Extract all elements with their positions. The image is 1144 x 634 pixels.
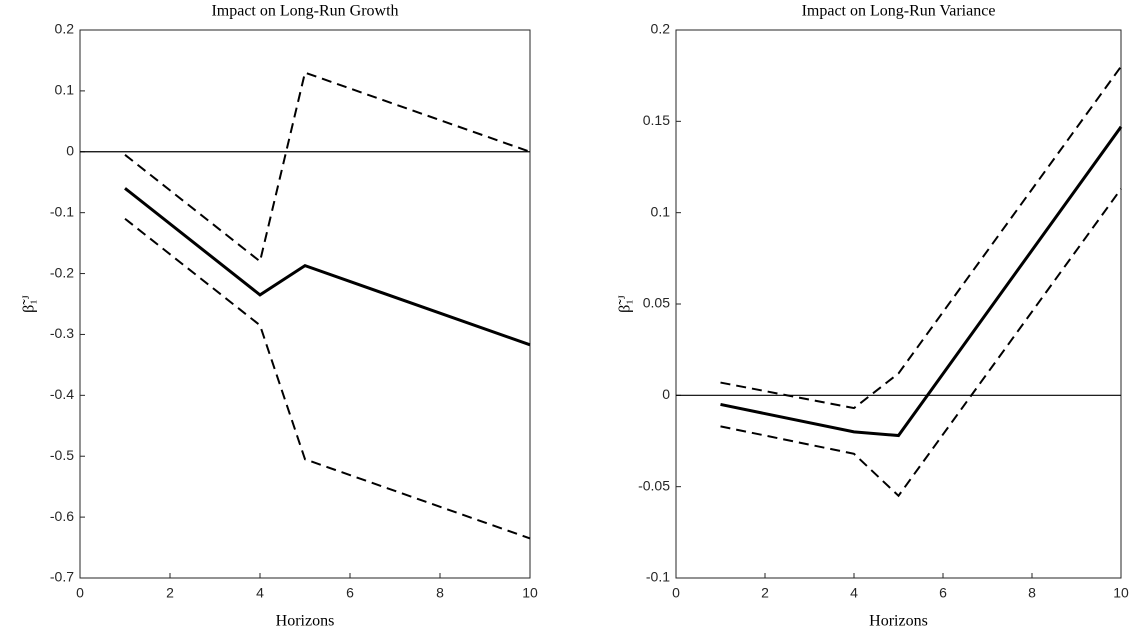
- x-tick-label: 2: [761, 585, 769, 601]
- x-tick-label: 0: [672, 585, 680, 601]
- x-tick-label: 6: [346, 585, 354, 601]
- y-axis-label: β̃₁ᴶ: [617, 295, 634, 313]
- y-tick-label: -0.2: [50, 264, 74, 280]
- x-tick-label: 8: [436, 585, 444, 601]
- y-tick-label: -0.05: [638, 477, 670, 493]
- x-tick-label: 4: [850, 585, 858, 601]
- y-tick-label: 0.15: [643, 112, 670, 128]
- y-tick-label: 0: [66, 142, 74, 158]
- x-tick-label: 10: [522, 585, 538, 601]
- y-tick-label: -0.7: [50, 569, 74, 585]
- x-tick-label: 0: [76, 585, 84, 601]
- band-line: [720, 65, 1122, 410]
- y-tick-label: 0: [662, 386, 670, 402]
- band-line: [720, 188, 1122, 498]
- y-tick-label: 0.05: [643, 295, 670, 311]
- chart-title: Impact on Long-Run Growth: [211, 3, 398, 20]
- x-tick-label: 4: [256, 585, 264, 601]
- chart-title: Impact on Long-Run Variance: [802, 3, 996, 20]
- x-tick-label: 10: [1113, 585, 1129, 601]
- y-tick-label: -0.1: [50, 203, 74, 219]
- plot-frame: [79, 29, 531, 579]
- y-tick-label: 0.1: [651, 203, 671, 219]
- y-tick-label: -0.5: [50, 447, 74, 463]
- y-tick-label: -0.3: [50, 325, 74, 341]
- x-tick-label: 8: [1028, 585, 1036, 601]
- band-line: [124, 71, 531, 264]
- estimate-line: [720, 125, 1123, 438]
- y-tick-label: 0.1: [55, 82, 75, 98]
- y-tick-label: 0.2: [55, 21, 75, 37]
- x-axis-label: Horizons: [276, 613, 335, 630]
- y-tick-label: -0.1: [646, 569, 670, 585]
- x-tick-label: 2: [166, 585, 174, 601]
- estimate-line: [124, 187, 531, 347]
- x-tick-label: 6: [939, 585, 947, 601]
- y-axis-label: β̃₁ᴶ: [21, 295, 38, 313]
- x-axis-label: Horizons: [869, 613, 928, 630]
- y-tick-label: 0.2: [651, 21, 671, 37]
- y-tick-label: -0.4: [50, 386, 74, 402]
- band-line: [124, 217, 531, 540]
- y-tick-label: -0.6: [50, 508, 74, 524]
